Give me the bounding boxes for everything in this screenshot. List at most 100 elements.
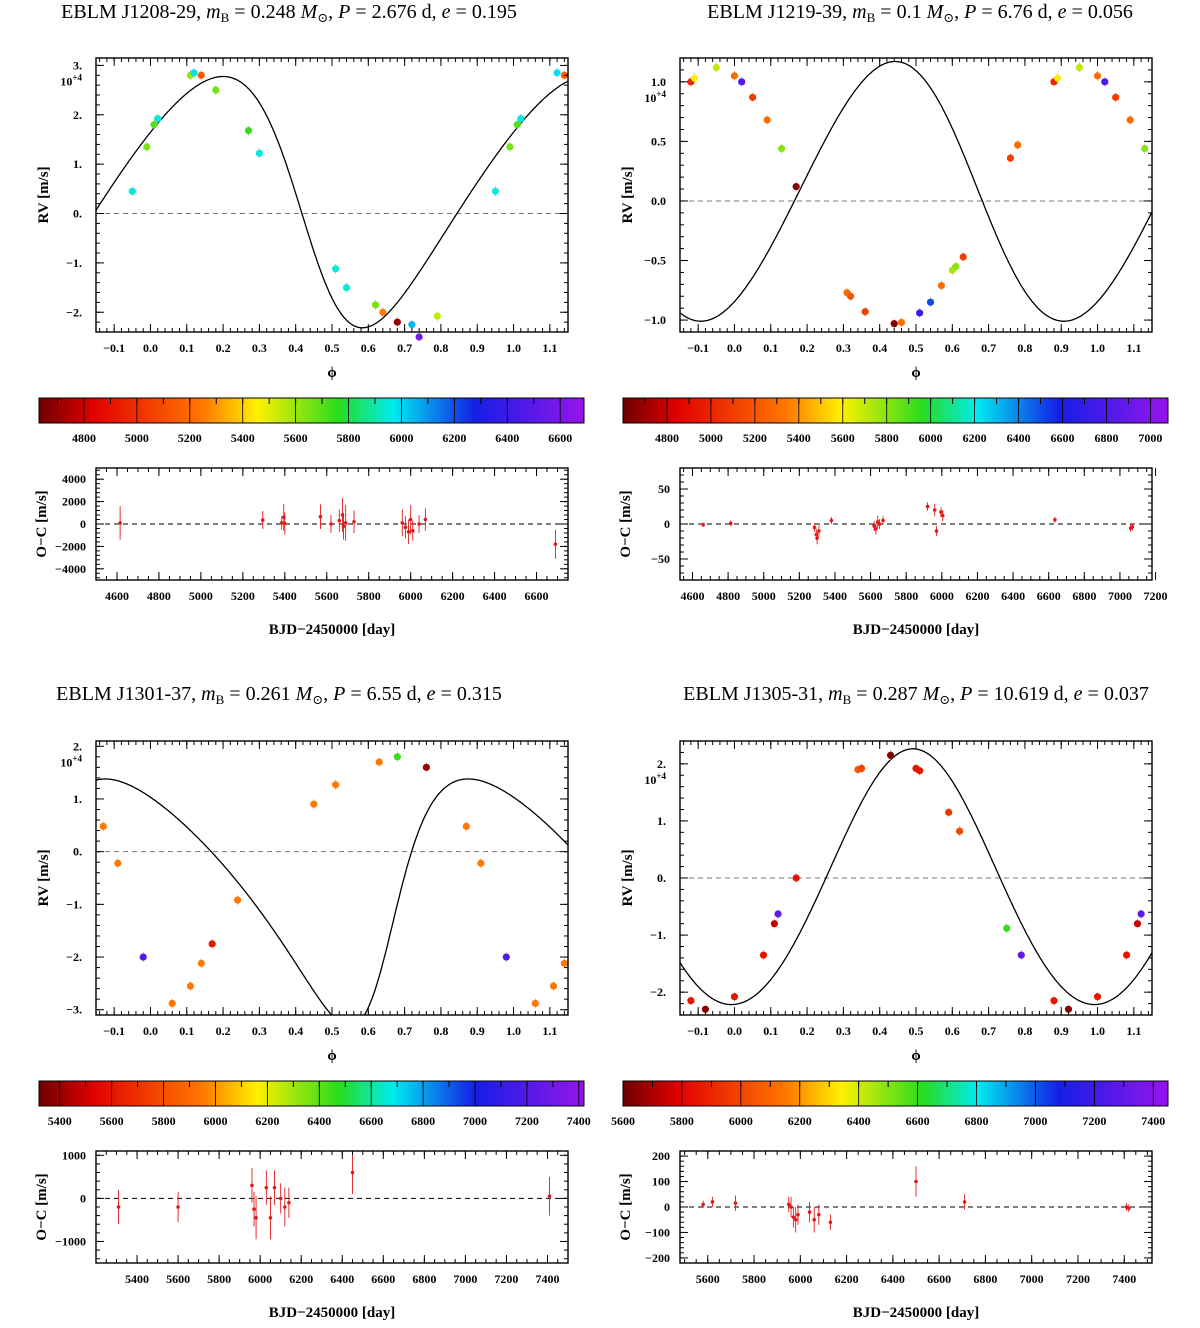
- x-tick-label: 0.1: [179, 1024, 194, 1038]
- colorbar-tick-label: 6800: [411, 1114, 435, 1128]
- y-axis-label: RV [m/s]: [620, 849, 636, 906]
- oc-point: [932, 508, 937, 512]
- x-tick-label: 0.0: [143, 1024, 158, 1038]
- rv-point: [99, 822, 107, 830]
- oc-x-tick-label: 7000: [453, 1272, 477, 1286]
- oc-point: [547, 1194, 552, 1199]
- oc-y-tick-label: 1000: [62, 1148, 86, 1162]
- oc-y-tick-label: 200: [652, 1149, 670, 1163]
- rv-point: [477, 859, 485, 867]
- oc-x-tick-label: 5600: [166, 1272, 190, 1286]
- title-part: e: [1058, 1, 1067, 23]
- title-part: B: [843, 692, 852, 707]
- y-multiplier-exp: +4: [72, 753, 82, 763]
- title-part: ⊙: [312, 692, 323, 707]
- colorbar: 4800 5000 5200 5400 5600 5800 6000 6200 6400 6600: [38, 397, 585, 445]
- x-tick-label: 0.3: [836, 1024, 851, 1038]
- x-axis-label: ϕ: [911, 365, 920, 381]
- oc-plot: 4600 4800 5000 5200 5400 5600 5800 6000 6200 6400…: [618, 467, 1168, 638]
- title-part: B: [216, 692, 225, 707]
- oc-x-tick-label: 6800: [412, 1272, 436, 1286]
- rv-point: [770, 920, 779, 928]
- title-part: ,: [954, 1, 964, 23]
- x-axis-label: ϕ: [327, 1048, 336, 1064]
- title-part: e: [1074, 683, 1083, 705]
- rv-point: [687, 997, 695, 1005]
- rv-point: [763, 116, 771, 124]
- rv-point: [415, 333, 423, 341]
- rv-point: [560, 959, 568, 967]
- oc-point: [268, 1215, 273, 1220]
- title-part: P: [959, 683, 972, 705]
- rv-point: [1014, 141, 1022, 149]
- model-curve: [96, 778, 568, 1015]
- colorbar-tick-label: 7000: [463, 1114, 487, 1128]
- oc-point: [116, 1205, 121, 1209]
- oc-point: [279, 521, 284, 525]
- y-tick-label: 0.: [73, 207, 82, 221]
- oc-point: [1127, 1206, 1131, 1211]
- oc-plot: 4600 4800 5000 5200 5400 5600 5800 6000 6200 6400…: [34, 467, 569, 638]
- oc-point: [352, 519, 356, 524]
- colorbar-tick-label: 6200: [255, 1114, 279, 1128]
- y-tick-label: 3.: [73, 58, 82, 72]
- oc-x-tick-label: 7400: [1112, 1272, 1136, 1286]
- oc-point: [337, 518, 342, 523]
- rv-point: [379, 308, 387, 316]
- rv-frame: [95, 57, 569, 333]
- oc-point: [786, 1202, 791, 1207]
- rv-point: [422, 763, 430, 771]
- y-multiplier: 10+4: [60, 72, 82, 88]
- colorbar-tick-label: 6000: [203, 1114, 227, 1128]
- oc-point: [789, 1205, 793, 1209]
- oc-x-tick-label: 6000: [788, 1272, 812, 1286]
- x-tick-label: 0.4: [872, 1024, 887, 1038]
- oc-point: [278, 1196, 283, 1201]
- rv-point: [730, 993, 739, 1001]
- y-axis-label: RV [m/s]: [36, 166, 52, 223]
- rv-point: [342, 283, 351, 292]
- oc-x-tick-label: 6800: [1072, 589, 1096, 603]
- oc-point: [815, 536, 819, 540]
- rv-point: [150, 121, 158, 129]
- oc-point: [410, 528, 415, 533]
- rv-point: [371, 301, 380, 309]
- x-tick-label: 1.1: [542, 1024, 557, 1038]
- oc-y-tick-label: 0: [664, 1200, 670, 1214]
- x-tick-label: 0.3: [252, 341, 267, 355]
- oc-x-tick-label: 5800: [894, 589, 918, 603]
- oc-point: [874, 527, 878, 531]
- title-part: m: [206, 1, 220, 23]
- title-part: = 0.195: [451, 1, 517, 23]
- oc-point: [254, 1215, 258, 1220]
- x-tick-label: 0.7: [981, 341, 996, 355]
- rv-point: [792, 183, 800, 191]
- title-part: = 0.287: [851, 683, 922, 705]
- colorbar-bar: [622, 1080, 1169, 1107]
- rv-point: [890, 320, 898, 328]
- y-tick-label: −2.: [66, 305, 82, 319]
- rv-plot: −0.1 0.0 0.1 0.2 0.3 0.4 0.5 0.6 0.7 0.8 0.9 1.0 1.1…: [36, 57, 569, 381]
- oc-x-tick-label: 5600: [859, 589, 883, 603]
- colorbar-tick-label: 6200: [442, 431, 466, 445]
- oc-x-axis-label: BJD−2450000 [day]: [269, 1305, 395, 1321]
- oc-point: [400, 521, 405, 525]
- rv-point: [1101, 78, 1109, 86]
- y-tick-label: 1.0: [651, 75, 666, 89]
- x-tick-label: 0.7: [397, 341, 412, 355]
- title-part: B: [221, 10, 230, 25]
- y-tick-label: 2.: [73, 108, 82, 122]
- oc-y-axis-label: O−C [m/s]: [34, 1173, 50, 1240]
- title-part: P: [337, 1, 350, 23]
- x-tick-label: 0.6: [945, 341, 960, 355]
- rv-point: [208, 940, 216, 948]
- oc-point: [812, 1217, 816, 1222]
- oc-point: [817, 1212, 821, 1217]
- rv-point: [1050, 997, 1058, 1005]
- oc-x-tick-label: 6400: [330, 1272, 354, 1286]
- colorbar-tick-label: 6400: [847, 1114, 871, 1128]
- oc-x-tick-label: 6600: [371, 1272, 395, 1286]
- oc-point: [318, 514, 323, 519]
- chart-panel-2: EBLM J1219-39, mB = 0.1 M⊙, P = 6.76 d, …: [618, 1, 1169, 638]
- rv-point: [433, 312, 441, 320]
